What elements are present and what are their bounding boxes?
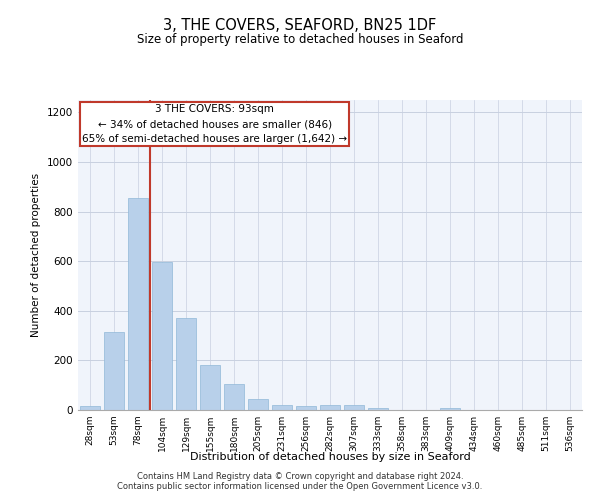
Bar: [200, 364, 220, 410]
Bar: [80, 406, 100, 410]
Text: 3 THE COVERS: 93sqm
← 34% of detached houses are smaller (846)
65% of semi-detac: 3 THE COVERS: 93sqm ← 34% of detached ho…: [82, 104, 347, 144]
Bar: [320, 405, 340, 410]
FancyBboxPatch shape: [80, 102, 349, 146]
Bar: [128, 198, 148, 410]
Bar: [344, 405, 364, 410]
Bar: [224, 384, 244, 410]
Bar: [272, 404, 292, 410]
Bar: [104, 332, 124, 410]
Bar: [296, 406, 316, 410]
Bar: [368, 408, 388, 410]
Text: Contains HM Land Registry data © Crown copyright and database right 2024.: Contains HM Land Registry data © Crown c…: [137, 472, 463, 481]
Text: Size of property relative to detached houses in Seaford: Size of property relative to detached ho…: [137, 32, 463, 46]
Bar: [440, 408, 460, 410]
Bar: [248, 398, 268, 410]
Bar: [152, 262, 172, 410]
Y-axis label: Number of detached properties: Number of detached properties: [31, 173, 41, 337]
Text: Contains public sector information licensed under the Open Government Licence v3: Contains public sector information licen…: [118, 482, 482, 491]
Text: Distribution of detached houses by size in Seaford: Distribution of detached houses by size …: [190, 452, 470, 462]
Bar: [176, 318, 196, 410]
Text: 3, THE COVERS, SEAFORD, BN25 1DF: 3, THE COVERS, SEAFORD, BN25 1DF: [163, 18, 437, 32]
